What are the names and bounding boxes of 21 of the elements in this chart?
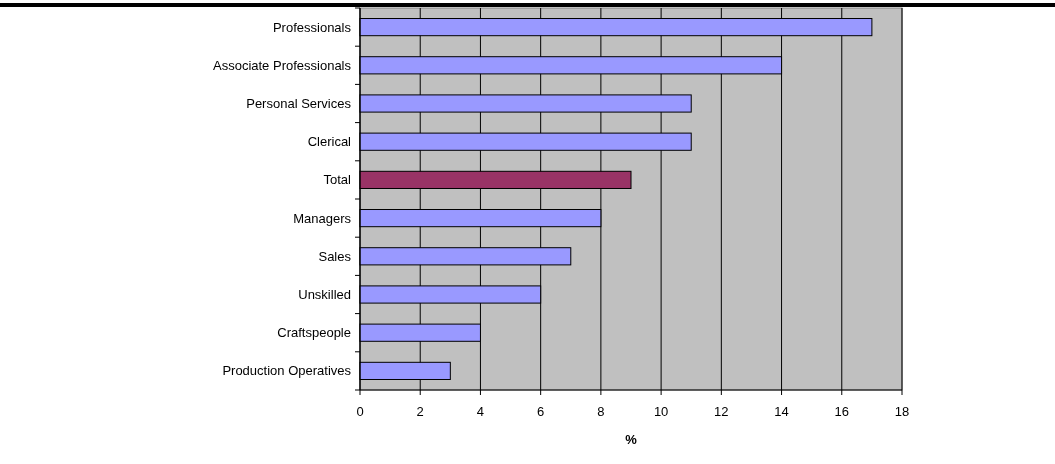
x-tick-label: 2 — [416, 404, 424, 419]
y-tick-label: Personal Services — [246, 96, 352, 112]
x-tick-label: 4 — [476, 404, 485, 419]
x-axis-title: % — [625, 432, 638, 447]
x-tick-label: 6 — [537, 404, 545, 419]
y-tick-label: Associate Professionals — [212, 57, 352, 73]
y-tick-label: Sales — [318, 248, 352, 264]
x-tick-label: 18 — [894, 404, 910, 419]
y-tick-label: Unskilled — [298, 287, 351, 303]
y-tick-label: Clerical — [307, 134, 352, 150]
x-tick-label: 16 — [834, 404, 850, 419]
y-tick-label: Managers — [293, 210, 352, 226]
y-tick-label: Craftspeople — [277, 325, 351, 341]
x-tick-label: 0 — [356, 404, 364, 419]
y-tick-label: Production Operatives — [222, 363, 352, 379]
x-tick-label: 12 — [714, 404, 729, 419]
x-tick-label: 10 — [653, 404, 669, 419]
y-tick-label: Total — [323, 172, 352, 188]
x-tick-label: 8 — [597, 404, 605, 419]
y-tick-label: Professionals — [272, 19, 352, 35]
x-tick-label: 14 — [774, 404, 789, 419]
